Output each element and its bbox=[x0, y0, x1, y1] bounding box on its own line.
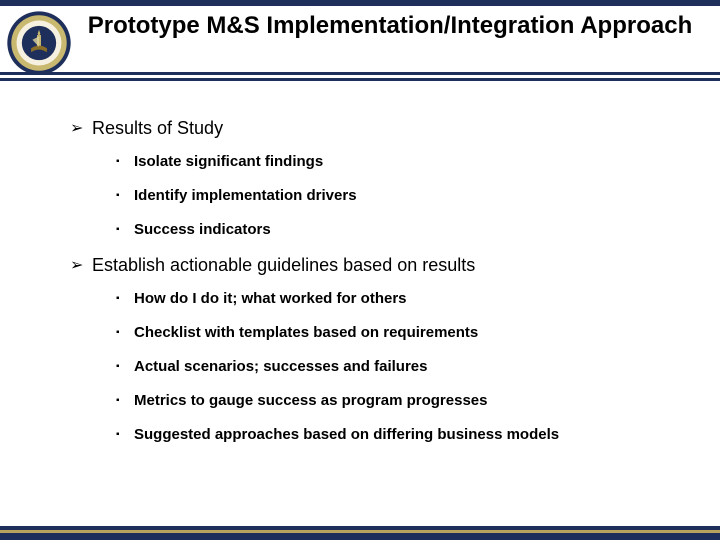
content-area: ➢ Results of Study ▪ Isolate significant… bbox=[70, 110, 690, 460]
square-bullet-icon: ▪ bbox=[116, 426, 134, 444]
square-bullet-icon: ▪ bbox=[116, 187, 134, 205]
slide-title: Prototype M&S Implementation/Integration… bbox=[80, 12, 700, 41]
bullet-text: Results of Study bbox=[92, 118, 223, 139]
top-accent-bar bbox=[0, 0, 720, 6]
bullet-lvl2: ▪ Checklist with templates based on requ… bbox=[116, 324, 690, 342]
bullet-text: How do I do it; what worked for others bbox=[134, 290, 407, 307]
header-rule-2 bbox=[0, 78, 720, 81]
bullet-lvl2: ▪ Isolate significant findings bbox=[116, 153, 690, 171]
bullet-text: Isolate significant findings bbox=[134, 153, 323, 170]
bullet-lvl1: ➢ Results of Study bbox=[70, 118, 690, 139]
bullet-text: Checklist with templates based on requir… bbox=[134, 324, 478, 341]
square-bullet-icon: ▪ bbox=[116, 221, 134, 239]
bullet-lvl2: ▪ Actual scenarios; successes and failur… bbox=[116, 358, 690, 376]
bullet-text: Success indicators bbox=[134, 221, 271, 238]
bullet-text: Actual scenarios; successes and failures bbox=[134, 358, 427, 375]
bullet-lvl2: ▪ Success indicators bbox=[116, 221, 690, 239]
bottom-accent-bar bbox=[0, 526, 720, 540]
bullet-text: Suggested approaches based on differing … bbox=[134, 426, 559, 443]
bullet-text: Identify implementation drivers bbox=[134, 187, 357, 204]
bullet-lvl2: ▪ Metrics to gauge success as program pr… bbox=[116, 392, 690, 410]
bullet-text: Metrics to gauge success as program prog… bbox=[134, 392, 487, 409]
arrow-bullet-icon: ➢ bbox=[70, 118, 92, 138]
bullet-text: Establish actionable guidelines based on… bbox=[92, 255, 475, 276]
bullet-lvl2: ▪ How do I do it; what worked for others bbox=[116, 290, 690, 308]
square-bullet-icon: ▪ bbox=[116, 324, 134, 342]
bullet-lvl1: ➢ Establish actionable guidelines based … bbox=[70, 255, 690, 276]
bullet-lvl2: ▪ Identify implementation drivers bbox=[116, 187, 690, 205]
square-bullet-icon: ▪ bbox=[116, 358, 134, 376]
square-bullet-icon: ▪ bbox=[116, 290, 134, 308]
square-bullet-icon: ▪ bbox=[116, 392, 134, 410]
arrow-bullet-icon: ➢ bbox=[70, 255, 92, 275]
bullet-lvl2: ▪ Suggested approaches based on differin… bbox=[116, 426, 690, 444]
square-bullet-icon: ▪ bbox=[116, 153, 134, 171]
header-rule-1 bbox=[0, 72, 720, 75]
navy-seal-logo bbox=[6, 10, 72, 76]
